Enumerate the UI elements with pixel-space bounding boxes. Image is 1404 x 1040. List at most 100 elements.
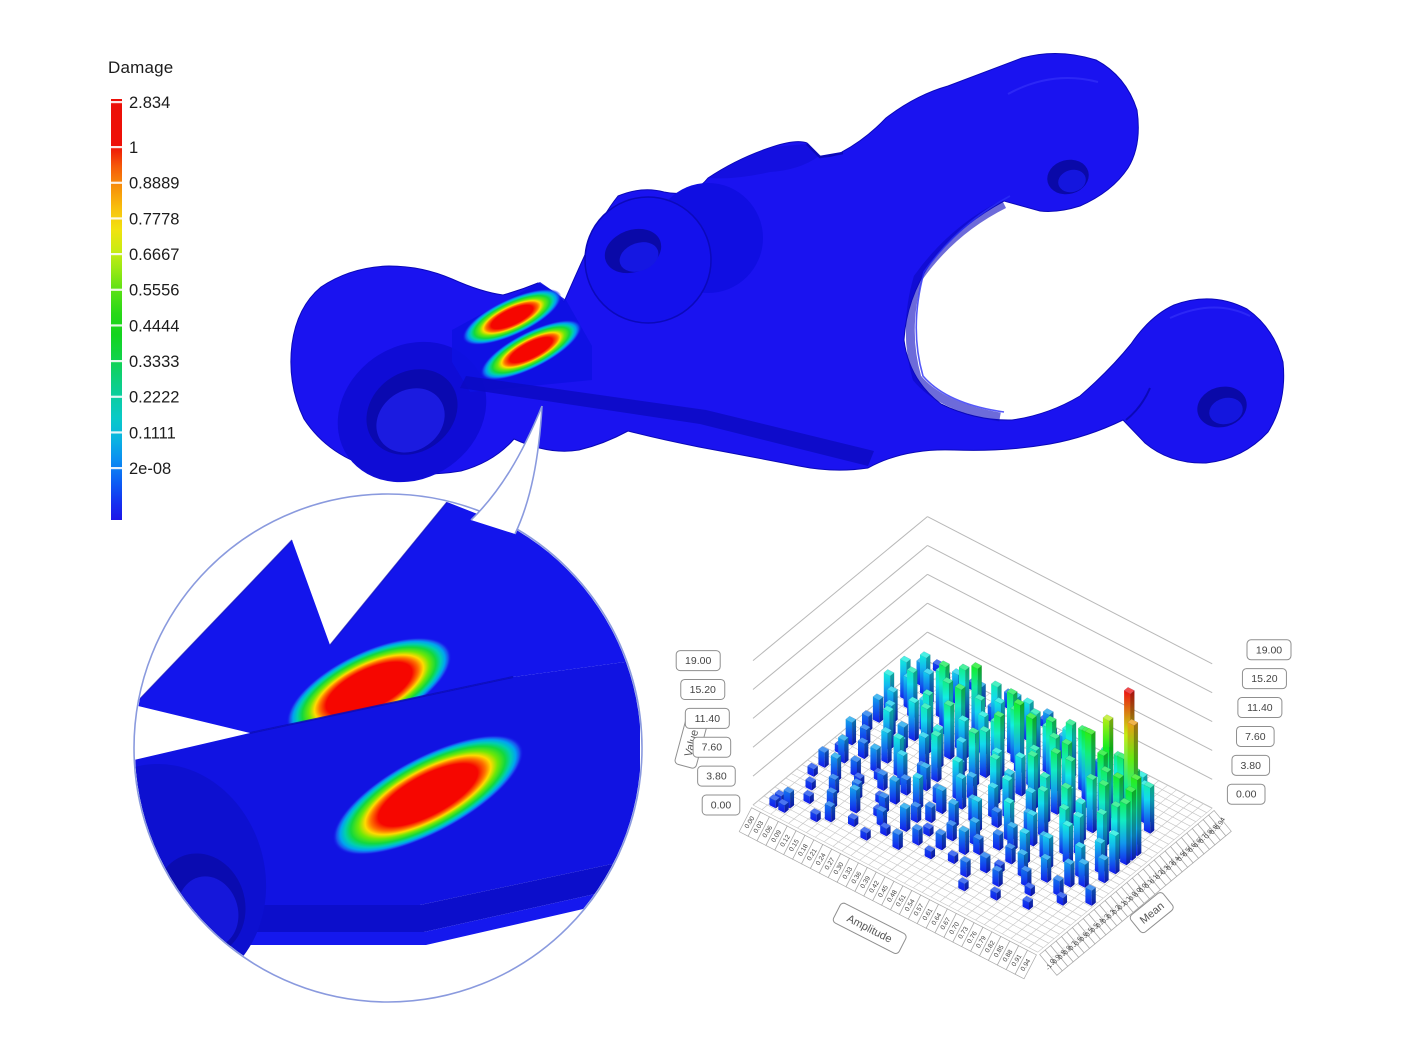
histogram-bar bbox=[803, 789, 815, 805]
histogram-bar bbox=[912, 772, 924, 810]
value-tick-left: 0.00 bbox=[701, 794, 741, 816]
histogram-bar bbox=[947, 849, 959, 865]
histogram-bar bbox=[1022, 895, 1034, 911]
histogram-bar bbox=[872, 693, 884, 724]
callout-circle-border bbox=[133, 493, 643, 1003]
histogram-bar bbox=[889, 775, 901, 806]
histogram-bar bbox=[807, 762, 819, 778]
histogram-bar bbox=[1040, 853, 1052, 884]
histogram-bar bbox=[972, 833, 984, 856]
histogram-bar bbox=[958, 825, 970, 856]
histogram-bar bbox=[1004, 842, 1016, 865]
svg-text:0.00: 0.00 bbox=[1236, 789, 1257, 801]
hotspot-zoom-callout bbox=[133, 405, 643, 1003]
legend-tick: 0.1111 bbox=[129, 424, 176, 442]
svg-text:11.40: 11.40 bbox=[695, 713, 721, 725]
histogram-bar bbox=[810, 807, 822, 823]
histogram-bar bbox=[824, 800, 836, 823]
legend-tick: 0.7778 bbox=[129, 210, 179, 228]
value-tick-left: 7.60 bbox=[692, 736, 732, 758]
histogram-bar bbox=[924, 845, 936, 860]
histogram-bar bbox=[910, 801, 922, 824]
zoom-hotspot-lower bbox=[332, 734, 524, 856]
svg-text:19.00: 19.00 bbox=[1256, 644, 1282, 656]
legend-tick: 2e-08 bbox=[129, 460, 171, 478]
histogram-bar bbox=[966, 771, 978, 802]
legend-title: Damage bbox=[108, 58, 174, 77]
value-tick-right: 19.00 bbox=[1246, 639, 1292, 661]
value-tick-right: 3.80 bbox=[1231, 754, 1271, 776]
histogram-bar bbox=[892, 828, 904, 851]
histogram-bar bbox=[1050, 747, 1062, 816]
callout-content bbox=[135, 495, 641, 1001]
histogram-bar bbox=[911, 823, 923, 847]
histogram-bar bbox=[857, 737, 869, 760]
c-cutout-fillet bbox=[905, 199, 1007, 422]
histogram-bar bbox=[1097, 853, 1109, 884]
histogram-bar bbox=[860, 826, 872, 842]
zoom-hotspot-upper bbox=[286, 637, 452, 741]
value-tick-right: 0.00 bbox=[1226, 783, 1266, 805]
histogram-bar bbox=[979, 725, 991, 779]
histogram-bar bbox=[1020, 865, 1032, 888]
histogram-bar bbox=[924, 801, 936, 824]
svg-text:7.60: 7.60 bbox=[702, 742, 723, 754]
damage-hotspot-lower bbox=[480, 319, 582, 381]
svg-text:7.60: 7.60 bbox=[1245, 731, 1266, 743]
histogram-bar bbox=[922, 822, 934, 838]
value-tick-left: 3.80 bbox=[697, 765, 736, 787]
histogram-bar bbox=[990, 886, 1002, 902]
damage-colorbar-legend: 2.834 1 0.8889 0.7778 0.6667 0.5556 0.4444 0.33… bbox=[111, 94, 179, 520]
bottom-flange bbox=[460, 376, 874, 466]
zoom-upper-face bbox=[135, 502, 640, 733]
histogram-bar bbox=[870, 743, 882, 774]
histogram-bar bbox=[946, 819, 958, 842]
histogram-bar bbox=[991, 806, 1003, 829]
legend-tick: 0.5556 bbox=[129, 282, 179, 300]
histogram-bar bbox=[959, 855, 971, 879]
histogram-bar bbox=[847, 812, 859, 828]
left-bushing-face bbox=[337, 341, 487, 483]
histogram-bar bbox=[1078, 858, 1090, 889]
histogram-bar bbox=[992, 865, 1004, 888]
rainflow-3d-histogram[interactable]: 0.000.030.060.090.120.150.180.210.240.27… bbox=[640, 495, 1404, 1040]
histogram-bar bbox=[818, 745, 830, 769]
colorbar bbox=[111, 99, 122, 520]
histogram-bar bbox=[1014, 751, 1026, 797]
histogram-bar bbox=[918, 731, 930, 770]
value-tick-right: 7.60 bbox=[1236, 725, 1275, 747]
histogram-bar bbox=[935, 784, 947, 815]
histogram-bar bbox=[930, 729, 942, 783]
value-tick-left: 11.40 bbox=[684, 707, 730, 729]
histogram-bar bbox=[908, 696, 920, 742]
legend-tick: 0.2222 bbox=[129, 389, 179, 407]
svg-text:11.40: 11.40 bbox=[1247, 702, 1273, 714]
svg-text:15.20: 15.20 bbox=[690, 684, 716, 696]
histogram-bar bbox=[1026, 809, 1038, 847]
svg-text:3.80: 3.80 bbox=[1241, 760, 1262, 772]
histogram-bar bbox=[805, 776, 817, 791]
histogram-bar bbox=[1063, 858, 1075, 889]
legend-tick: 0.6667 bbox=[129, 246, 179, 264]
legend-tick: 0.3333 bbox=[129, 353, 179, 371]
histogram-bar bbox=[1108, 829, 1120, 875]
histogram-bar bbox=[1086, 773, 1098, 834]
histogram-bar bbox=[1024, 882, 1036, 897]
svg-text:19.00: 19.00 bbox=[685, 655, 711, 667]
histogram-bar bbox=[1143, 781, 1155, 835]
value-tick-right: 11.40 bbox=[1237, 697, 1283, 719]
damage-hotspot-upper bbox=[462, 288, 562, 346]
histogram-bar bbox=[992, 828, 1004, 852]
histogram-bar bbox=[935, 828, 947, 851]
control-arm-3d-model[interactable] bbox=[270, 30, 1310, 485]
histogram-bar bbox=[880, 726, 892, 765]
svg-text:15.20: 15.20 bbox=[1251, 673, 1277, 685]
histogram-bar bbox=[1056, 891, 1068, 907]
histogram-bar bbox=[777, 798, 789, 814]
legend-tick: 2.834 bbox=[129, 94, 170, 112]
histogram-bar bbox=[879, 822, 891, 837]
histogram-bar bbox=[957, 877, 969, 892]
histogram-bar bbox=[900, 773, 912, 797]
histogram-bar bbox=[850, 755, 862, 778]
